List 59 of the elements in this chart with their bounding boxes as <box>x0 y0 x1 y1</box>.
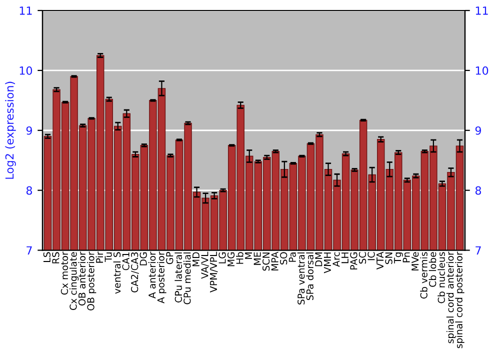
y-tick-label: 7 <box>26 246 32 254</box>
x-tick-label: SN <box>385 252 392 264</box>
x-tick-label: VPM/VPL <box>210 252 218 292</box>
x-tick-label: CA1 <box>122 252 130 270</box>
x-tick-label: PAG <box>350 252 358 270</box>
x-tick-label: SC <box>358 252 366 264</box>
y-tick-label: 9 <box>26 126 32 135</box>
x-tick-label: Tu <box>104 252 112 262</box>
x-tick-label: VA/VL <box>201 252 210 279</box>
x-tick-label: SPa dorsal <box>306 252 314 300</box>
x-tick-label: A posterior <box>157 252 166 304</box>
y-tick-label: 10 <box>20 66 32 75</box>
x-tick-label: M <box>245 252 252 259</box>
x-tick-label: spinal cord posterior <box>455 252 464 348</box>
x-tick-label: MD <box>192 252 200 266</box>
x-tick-label: SCN <box>262 252 270 271</box>
y-axis-title: Log2 (expression) <box>5 82 16 179</box>
x-tick-label: DG <box>140 252 147 266</box>
x-tick-label: MG <box>227 252 235 266</box>
x-tick-label: CPu medial <box>183 252 191 304</box>
x-tick-label: VMH <box>324 252 331 274</box>
x-tick-label: ventral S <box>113 252 121 294</box>
x-tick-label: MPA <box>271 252 278 270</box>
x-tick-label: VTA <box>376 252 384 270</box>
y2-tick-label: 11 <box>476 6 488 15</box>
x-tick-label: SPa ventral <box>297 252 305 304</box>
x-tick-label: OB anterior <box>78 252 86 306</box>
x-tick-label: LG <box>218 252 226 264</box>
x-tick-label: CPu lateral <box>174 252 182 302</box>
x-tick-label: Cx cingulate <box>69 252 79 310</box>
y2-tick-label: 10 <box>476 66 488 75</box>
x-tick-label: Cb nucleus <box>438 252 445 304</box>
y2-tick-label: 7 <box>476 246 481 254</box>
x-tick-label: Arc <box>332 252 340 267</box>
x-tick-label: MVe <box>412 252 419 270</box>
x-tick-label: Pa <box>288 252 296 262</box>
x-tick-label: OB posterior <box>87 252 96 310</box>
x-tick-label: LH <box>342 252 348 264</box>
x-tick-label: Pn <box>402 252 410 262</box>
x-tick-label: CA2/CA3 <box>131 252 139 292</box>
y2-tick-label: 8 <box>475 186 482 195</box>
x-tick-label: Cb lobe <box>428 252 436 287</box>
x-tick-label: ME <box>254 252 261 265</box>
x-tick-label: DM <box>315 252 322 266</box>
x-tick-label: RS <box>52 252 60 264</box>
x-tick-label: Hb <box>236 252 244 264</box>
x-tick-label: Cb vermis <box>420 252 428 299</box>
y-tick-label: 11 <box>20 6 32 15</box>
x-tick-label: Tg <box>394 252 403 264</box>
x-tick-label: GP <box>166 252 174 264</box>
y-tick-label: 8 <box>26 186 32 195</box>
x-tick-label: LS <box>43 252 50 262</box>
y2-tick-label: 9 <box>475 126 482 135</box>
x-tick-label: IC <box>368 252 375 260</box>
x-tick-label: Cx motor <box>60 252 68 295</box>
x-tick-label: spinal cord anterior <box>446 252 456 344</box>
x-tick-label: Pir <box>96 252 103 263</box>
x-tick-label: SO <box>280 252 288 264</box>
x-tick-label: A anterior <box>148 252 156 298</box>
